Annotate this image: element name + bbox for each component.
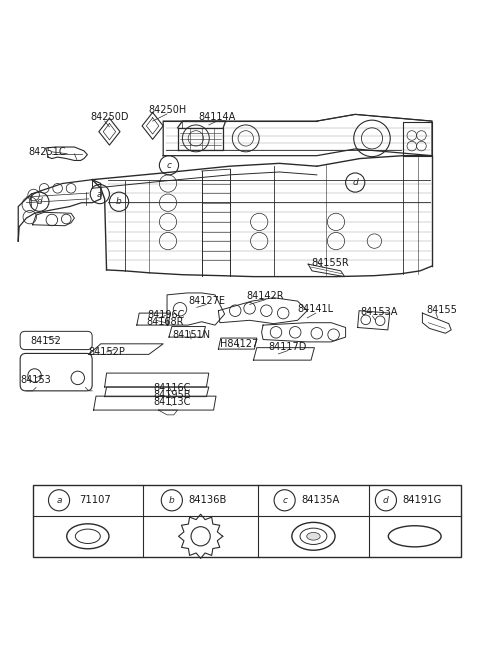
Text: 84114A: 84114A xyxy=(198,112,236,122)
Ellipse shape xyxy=(307,533,320,540)
Text: 84250D: 84250D xyxy=(90,112,129,122)
Text: 84141L: 84141L xyxy=(298,305,334,314)
Text: 84116C: 84116C xyxy=(153,383,191,393)
Text: 84152: 84152 xyxy=(30,336,61,346)
Text: 84136B: 84136B xyxy=(189,495,227,505)
Text: c: c xyxy=(167,160,171,170)
Text: 84117D: 84117D xyxy=(269,342,307,352)
Text: d: d xyxy=(383,496,389,505)
Text: 84113C: 84113C xyxy=(153,397,191,407)
Text: 84153A: 84153A xyxy=(360,307,398,317)
Text: d: d xyxy=(352,178,358,187)
Text: d: d xyxy=(36,197,42,206)
Text: b: b xyxy=(116,197,122,206)
Text: 84195B: 84195B xyxy=(153,390,191,400)
Text: 84142R: 84142R xyxy=(247,291,284,301)
Text: 84152P: 84152P xyxy=(88,347,125,357)
Text: 84191G: 84191G xyxy=(402,495,442,505)
Text: a: a xyxy=(56,496,62,505)
Text: b: b xyxy=(169,496,175,505)
Text: 84251C: 84251C xyxy=(28,147,66,157)
Text: 84168R: 84168R xyxy=(147,317,184,327)
Text: 84127E: 84127E xyxy=(188,295,225,306)
Text: c: c xyxy=(282,496,287,505)
Text: 84153: 84153 xyxy=(21,375,51,385)
Text: H84127: H84127 xyxy=(220,339,258,349)
Text: a: a xyxy=(97,189,103,198)
Text: 84151N: 84151N xyxy=(172,330,210,340)
Text: 84135A: 84135A xyxy=(301,495,340,505)
Text: 84155: 84155 xyxy=(426,305,457,315)
Text: 84250H: 84250H xyxy=(148,105,186,115)
Bar xyxy=(33,485,461,557)
Text: 84155R: 84155R xyxy=(312,258,349,268)
Text: 84196C: 84196C xyxy=(147,310,184,320)
Text: 71107: 71107 xyxy=(79,495,111,505)
